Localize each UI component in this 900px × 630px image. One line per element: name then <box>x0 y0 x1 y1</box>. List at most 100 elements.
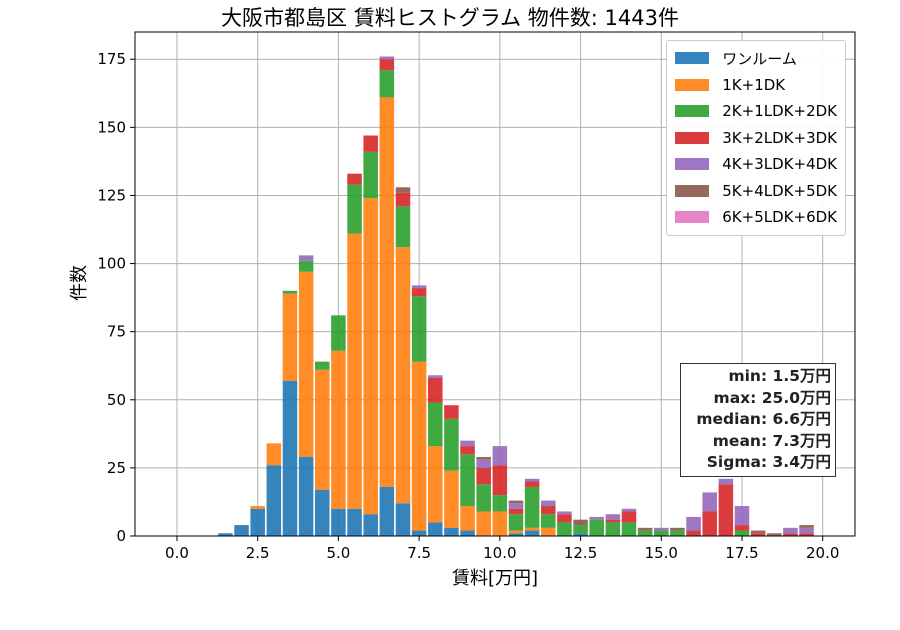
histogram-bar <box>573 525 588 534</box>
stat-max: max: 25.0万円 <box>713 388 831 407</box>
histogram-bar <box>266 465 282 536</box>
histogram-bar <box>347 508 362 536</box>
histogram-bar <box>476 467 491 485</box>
x-tick-label: 0.0 <box>165 544 189 562</box>
histogram-bar <box>508 530 524 534</box>
legend-label: 4K+3LDK+4DK <box>722 155 837 174</box>
histogram-bar <box>767 533 782 536</box>
y-tick-label: 50 <box>107 391 126 409</box>
y-tick-label: 25 <box>107 459 126 477</box>
histogram-bar <box>298 255 314 261</box>
histogram-bar <box>250 508 265 536</box>
histogram-bar <box>460 454 475 507</box>
histogram-bar <box>460 506 475 531</box>
plot-frame <box>134 31 856 537</box>
y-tick-label: 75 <box>107 323 126 341</box>
histogram-bar <box>670 530 685 536</box>
legend-item: 4K+3LDK+4DK <box>675 151 837 178</box>
legend-swatch <box>675 105 710 118</box>
legend-swatch <box>675 131 710 144</box>
histogram-bar <box>315 369 330 490</box>
histogram-bar <box>492 446 508 466</box>
histogram-bar <box>734 506 750 526</box>
histogram-bar <box>379 486 395 536</box>
x-tick-label: 7.5 <box>407 544 431 562</box>
histogram-bar <box>282 293 298 381</box>
histogram-bar <box>411 361 427 531</box>
histogram-bar <box>508 514 524 531</box>
histogram-bar <box>637 527 653 531</box>
histogram-bar <box>331 315 346 351</box>
histogram-bar <box>298 456 314 536</box>
histogram-bar <box>702 511 717 536</box>
histogram-bar <box>557 522 572 536</box>
legend-swatch <box>675 184 710 197</box>
histogram-bar <box>347 184 362 234</box>
histogram-bar <box>524 481 540 487</box>
legend-item: ワンルーム <box>675 45 837 72</box>
legend-label: 5K+4LDK+5DK <box>722 181 837 200</box>
histogram-bar <box>411 296 427 362</box>
histogram-bar <box>524 486 540 528</box>
stats-box: min: 1.5万円 max: 25.0万円 median: 6.6万円 mea… <box>680 363 836 477</box>
histogram-bar <box>686 530 701 536</box>
stat-sigma: Sigma: 3.4万円 <box>706 453 831 472</box>
histogram-bar <box>411 285 427 289</box>
histogram-bar <box>718 484 734 536</box>
histogram-bar <box>476 484 491 512</box>
y-tick-label: 175 <box>97 50 126 68</box>
histogram-bar <box>541 506 556 515</box>
histogram-bar <box>750 533 766 536</box>
histogram-bar <box>476 511 491 536</box>
stat-min: min: 1.5万円 <box>728 367 831 385</box>
histogram-bar <box>347 233 362 509</box>
histogram-bar <box>363 151 378 199</box>
legend-item: 6K+5LDK+6DK <box>675 204 837 231</box>
x-tick-label: 2.5 <box>246 544 270 562</box>
histogram-bar <box>411 530 427 536</box>
histogram-bar <box>347 173 362 185</box>
histogram-bar <box>557 511 572 515</box>
histogram-bar <box>492 495 508 512</box>
histogram-bar <box>541 514 556 528</box>
histogram-bar <box>734 525 750 531</box>
histogram-bar <box>621 511 637 523</box>
x-tick-label: 5.0 <box>326 544 350 562</box>
histogram-bar <box>315 361 330 370</box>
histogram-bar <box>605 519 621 523</box>
y-tick-label: 0 <box>116 527 126 545</box>
histogram-bar <box>395 192 411 207</box>
histogram-bar <box>298 260 314 272</box>
legend-item: 3K+2LDK+3DK <box>675 125 837 152</box>
stat-median: median: 6.6万円 <box>696 410 831 429</box>
histogram-bar <box>460 440 475 447</box>
histogram-bar <box>363 514 378 536</box>
histogram-bar <box>282 290 298 294</box>
histogram-bar <box>379 97 395 487</box>
histogram-bar <box>524 530 540 536</box>
histogram-bar <box>783 533 798 536</box>
histogram-bar <box>395 503 411 536</box>
histogram-bar <box>734 530 750 536</box>
x-tick-label: 10.0 <box>483 544 516 562</box>
histogram-bar <box>605 522 621 536</box>
legend-item: 1K+1DK <box>675 72 837 99</box>
histogram-bar <box>395 187 411 193</box>
histogram-bar <box>654 527 669 531</box>
histogram-bar <box>428 402 443 447</box>
x-axis-label: 賃料[万円] <box>451 568 539 589</box>
histogram-bar <box>476 456 491 460</box>
histogram-bar <box>379 70 395 98</box>
legend-swatch <box>675 78 710 91</box>
y-tick-label: 100 <box>97 255 126 273</box>
histogram-bar <box>524 478 540 482</box>
histogram-bar <box>444 405 459 419</box>
chart-title: 大阪市都島区 賃料ヒストグラム 物件数: 1443件 <box>221 6 679 30</box>
histogram-bar <box>331 508 346 536</box>
histogram-bar <box>654 530 669 536</box>
histogram-bar <box>702 492 717 512</box>
histogram-bar <box>589 519 604 536</box>
histogram-bar <box>250 506 265 509</box>
